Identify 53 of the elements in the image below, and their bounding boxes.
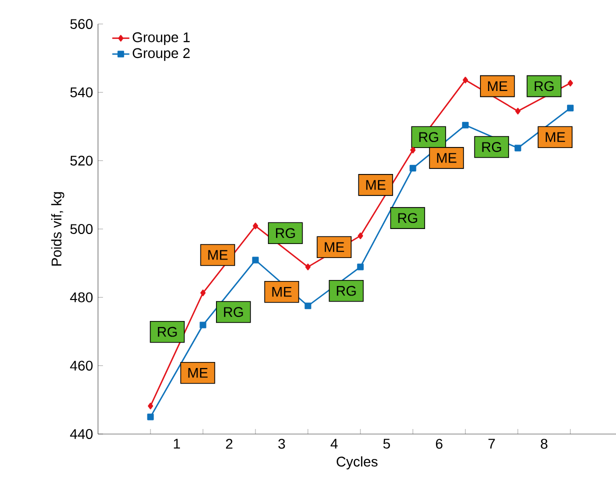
point <box>462 122 469 128</box>
annotation: RG <box>276 228 295 238</box>
y-tick-label: 460 <box>70 360 93 371</box>
point <box>147 414 154 420</box>
annotation: RG <box>482 142 502 152</box>
annotation: ME <box>188 368 208 378</box>
y-tick-label: 440 <box>70 429 93 439</box>
point <box>358 232 364 240</box>
annotation: ME <box>366 180 386 190</box>
point <box>357 264 364 270</box>
y-tick-label: 540 <box>70 87 93 98</box>
annotation: RG <box>419 132 438 142</box>
legend-label: Groupe 1 <box>132 32 190 45</box>
x-tick-label: 8 <box>540 438 548 449</box>
x-tick-label: 1 <box>174 438 180 448</box>
y-axis-title: Poids vif, kg <box>51 192 64 266</box>
annotation: ME <box>324 242 344 252</box>
point <box>410 164 416 172</box>
point <box>462 76 468 84</box>
x-tick-label: 7 <box>488 438 495 448</box>
point <box>568 80 573 86</box>
point <box>304 302 312 310</box>
annotation: ME <box>437 153 456 163</box>
x-tick-label: 2 <box>226 438 232 449</box>
annotation: ME <box>272 287 292 297</box>
point <box>514 144 522 152</box>
annotation: ME <box>546 132 566 142</box>
annotation: RG <box>534 81 554 92</box>
annotation: RG <box>398 213 418 224</box>
x-tick-label: 3 <box>278 438 285 449</box>
annotation: RG <box>158 326 177 337</box>
y-tick-label: 500 <box>70 224 93 234</box>
y-tick-label: 520 <box>70 156 93 166</box>
point <box>515 108 521 114</box>
x-tick-label: 4 <box>330 438 338 448</box>
point <box>148 402 154 410</box>
x-tick-label: 6 <box>436 438 442 449</box>
point <box>252 256 259 264</box>
point <box>410 146 416 154</box>
legend-label: Groupe 2 <box>132 48 190 61</box>
point <box>200 290 206 296</box>
x-tick-label: 5 <box>383 438 390 449</box>
y-tick-label: 480 <box>70 292 93 302</box>
annotation: RG <box>224 307 243 317</box>
x-axis-title: Cycles <box>336 456 378 470</box>
annotation: ME <box>208 250 228 260</box>
y-tick-label: 560 <box>70 19 93 29</box>
annotation: ME <box>488 81 508 91</box>
point <box>305 264 311 270</box>
point <box>567 104 574 112</box>
annotation: RG <box>336 286 356 296</box>
point <box>252 222 258 230</box>
point <box>200 322 206 328</box>
